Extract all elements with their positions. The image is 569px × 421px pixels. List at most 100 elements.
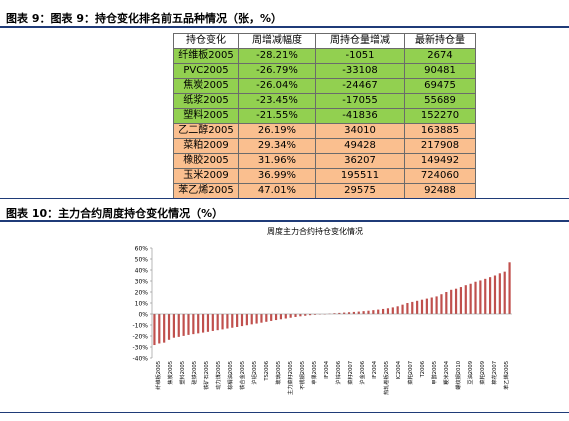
table-row: PVC2005 -26.79% -33108 90481	[173, 63, 476, 79]
y-tick-label: -30%	[132, 345, 148, 352]
x-tick-label: 沪金2006	[358, 361, 366, 385]
header-week-change: 周持仓量增减	[315, 33, 405, 49]
chart-bar	[391, 307, 394, 314]
chart-bar	[381, 308, 385, 314]
pct-cell: 26.19%	[238, 123, 316, 139]
contract-cell: 塑料2005	[173, 108, 239, 124]
x-tick-label: IF2004	[324, 360, 330, 378]
section-divider	[0, 198, 569, 199]
caption-chart: 图表 10：主力合约周度持仓变化情况（%）	[6, 207, 224, 220]
table-row: 橡胶2005 31.96% 36207 149492	[173, 153, 476, 169]
chart-bar	[294, 314, 297, 317]
change-cell: 29575	[315, 183, 405, 199]
chart-bar	[250, 314, 253, 325]
y-tick-label: 40%	[135, 268, 149, 275]
caption-table: 图表 9：图表 9：持仓变化排名前五品种情况（张，%）	[6, 12, 282, 25]
chart-bar	[425, 298, 428, 314]
contract-cell: 乙二醇2005	[173, 123, 239, 139]
pct-cell: -21.55%	[238, 108, 316, 124]
table-row: 焦炭2005 -26.04% -24467 69475	[173, 78, 476, 94]
change-cell: 195511	[315, 168, 405, 184]
x-tick-label: IC2004	[396, 360, 402, 379]
x-tick-label: 纤维板2005	[154, 361, 162, 390]
chart-bar	[469, 283, 472, 314]
chart-bar	[450, 289, 453, 314]
x-tick-label: 棕榈油2005	[226, 361, 234, 390]
chart-bar	[255, 314, 258, 324]
chart-bar	[479, 280, 482, 314]
weekly-oi-change-chart: 周度主力合约持仓变化情况 60% 50% 40% 30% 20% 10% 0% -10% -20…	[132, 226, 512, 395]
oi-cell: 90481	[404, 63, 476, 79]
chart-bar	[236, 314, 239, 327]
position-change-table: 持仓变化 周增减幅度 周持仓量增减 最新持仓量 纤维板2005 -28.21% -1…	[173, 33, 476, 199]
change-cell: 36207	[315, 153, 405, 169]
contract-cell: 纸浆2005	[173, 93, 239, 109]
chart-bar	[411, 301, 414, 314]
chart-bar	[177, 314, 180, 337]
y-tick-label: -20%	[132, 334, 148, 341]
header-contract: 持仓变化	[173, 33, 239, 49]
chart-bar	[440, 294, 443, 314]
chart-bar	[401, 304, 404, 314]
y-tick-label: 60%	[135, 246, 149, 253]
x-tick-label: 热轧卷板2005	[382, 361, 390, 395]
x-tick-label: 豆油2009	[466, 361, 474, 385]
contract-cell: 菜粕2009	[173, 138, 239, 154]
chart-bar	[484, 278, 487, 314]
table-row: 塑料2005 -21.55% -41836 152270	[173, 108, 476, 124]
contract-cell: 橡胶2005	[173, 153, 239, 169]
oi-cell: 163885	[404, 123, 476, 139]
chart-bar	[260, 314, 263, 323]
contract-cell: 纤维板2005	[173, 48, 239, 64]
x-tick-label: 硅铁2005	[190, 361, 198, 385]
pct-cell: -26.79%	[238, 63, 316, 79]
table-row: 纤维板2005 -28.21% -1051 2674	[173, 48, 476, 64]
chart-bar	[240, 314, 244, 327]
chart-bar	[498, 273, 501, 314]
header-latest-oi: 最新持仓量	[404, 33, 476, 49]
y-tick-label: 20%	[135, 290, 149, 297]
chart-bar	[197, 314, 200, 334]
chart-bar	[192, 314, 195, 335]
table-row: 乙二醇2005 26.19% 34010 163885	[173, 123, 476, 139]
chart-bar	[357, 311, 360, 314]
pct-cell: 31.96%	[238, 153, 316, 169]
table-row: 玉米2009 36.99% 195511 724060	[173, 168, 476, 184]
chart-bar	[435, 296, 438, 314]
chart-title: 周度主力合约持仓变化情况	[267, 226, 363, 236]
chart-bar	[445, 292, 448, 314]
chart-bar	[372, 310, 375, 314]
chart-bar	[270, 314, 273, 321]
chart-bar	[367, 310, 370, 314]
pct-cell: 47.01%	[238, 183, 316, 199]
chart-bar	[416, 300, 419, 314]
chart-bar	[352, 311, 355, 314]
contract-cell: 焦炭2005	[173, 78, 239, 94]
x-tick-label: 苯乙烯2005	[502, 361, 510, 390]
oi-cell: 69475	[404, 78, 476, 94]
chart-bar	[182, 314, 185, 336]
chart-bar	[279, 314, 283, 320]
chart-bar	[420, 299, 424, 314]
change-cell: -17055	[315, 93, 405, 109]
chart-bar	[333, 313, 336, 314]
chart-bar	[503, 271, 506, 314]
chart-bar	[508, 262, 511, 314]
oi-cell: 152270	[404, 108, 476, 124]
x-tick-label: 铁矿石2005	[202, 361, 210, 390]
bottom-rule	[0, 412, 569, 413]
change-cell: 34010	[315, 123, 405, 139]
x-tick-label: 塑料2005	[178, 361, 186, 385]
chart-bar	[211, 314, 214, 331]
pct-cell: -28.21%	[238, 48, 316, 64]
x-tick-label: 棉花2007	[490, 361, 498, 385]
oi-cell: 724060	[404, 168, 476, 184]
y-tick-label: 50%	[135, 257, 149, 264]
x-tick-label: 不锈钢2005	[298, 361, 306, 390]
chart-bar	[172, 314, 175, 338]
x-tick-label: TS2006	[264, 361, 270, 382]
chart-bar	[347, 312, 351, 314]
chart-bar	[474, 281, 477, 314]
x-tick-label: 甲醇2005	[430, 361, 438, 385]
oi-cell: 2674	[404, 48, 476, 64]
